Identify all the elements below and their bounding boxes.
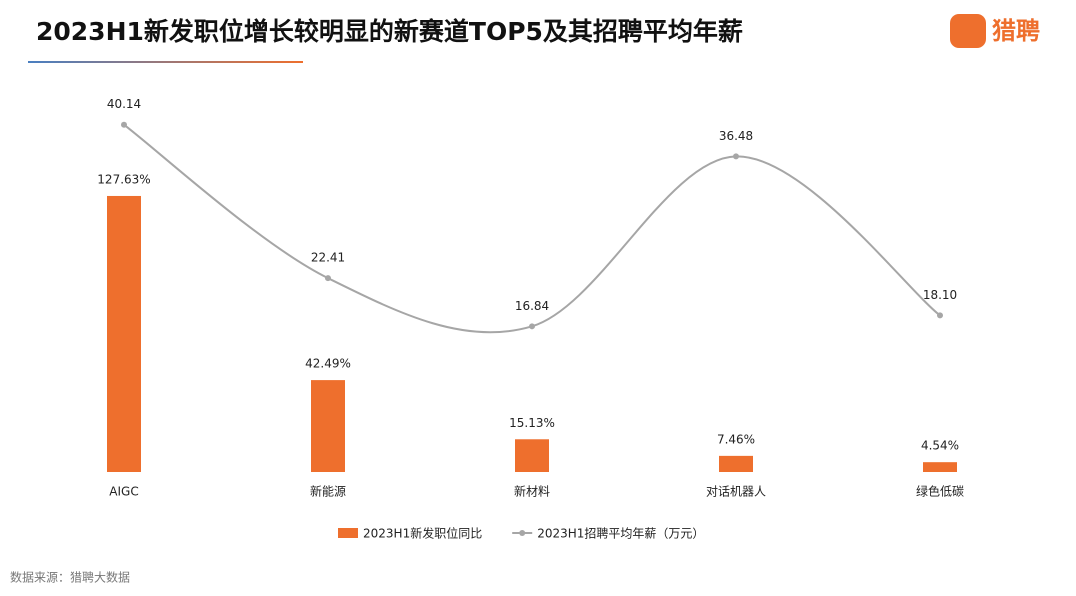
bar — [719, 455, 753, 472]
data-label: 7.46% — [717, 432, 755, 446]
line — [123, 123, 941, 334]
line-point — [529, 323, 535, 330]
line-point — [937, 312, 943, 319]
bar — [515, 439, 549, 472]
data-label: 127.63% — [97, 172, 150, 186]
data-label: 16.84 — [515, 299, 549, 313]
data-label: 42.49% — [305, 357, 351, 371]
x-tick-label: AIGC — [109, 485, 138, 499]
chart-title: 2023H1新发职位增长较明显的新赛道TOP5及其招聘平均年薪 — [36, 17, 743, 46]
data-label: 36.48 — [719, 129, 753, 143]
x-tick-label: 绿色低碳 — [916, 484, 964, 499]
line-point — [733, 153, 739, 160]
x-tick-label: 新材料 — [514, 484, 550, 499]
title-underline — [28, 61, 303, 63]
line-point — [325, 275, 331, 282]
data-label: 22.41 — [311, 251, 345, 265]
line-point — [121, 121, 127, 128]
x-tick-label: 对话机器人 — [706, 485, 766, 499]
legend-swatch — [338, 528, 358, 538]
legend-label: 2023H1招聘平均年薪（万元） — [537, 527, 704, 541]
bar — [311, 380, 345, 472]
data-label: 15.13% — [509, 416, 555, 430]
legend-label: 2023H1新发职位同比 — [363, 526, 482, 541]
data-label: 18.10 — [923, 288, 957, 302]
data-label: 4.54% — [921, 439, 959, 453]
logo-text: 猎聘 — [992, 17, 1040, 45]
x-tick-label: 新能源 — [310, 484, 346, 499]
source-note: 数据来源：猎聘大数据 — [10, 570, 130, 585]
legend-swatch-dot — [519, 530, 526, 536]
data-label: 40.14 — [107, 97, 141, 111]
bar — [923, 462, 957, 472]
logo-icon — [950, 14, 986, 48]
bar — [107, 195, 141, 473]
